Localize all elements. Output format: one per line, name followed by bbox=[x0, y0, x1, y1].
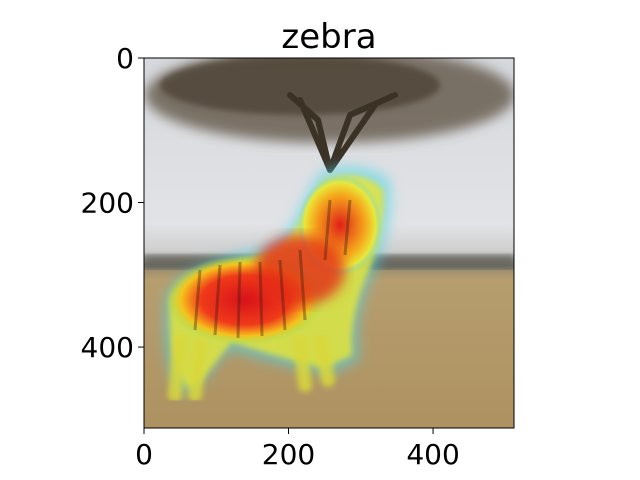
y-axis: 0 200 400 bbox=[81, 42, 144, 364]
heatmap-overlay bbox=[163, 165, 392, 402]
x-tick-label: 0 bbox=[135, 438, 153, 471]
x-tick-label: 200 bbox=[262, 438, 315, 471]
plot-frame bbox=[143, 57, 515, 429]
y-tick-label: 400 bbox=[81, 331, 134, 364]
x-axis: 0 200 400 bbox=[135, 428, 460, 471]
y-tick-label: 0 bbox=[116, 42, 134, 75]
x-tick-label: 400 bbox=[406, 438, 459, 471]
chart-title: zebra bbox=[281, 17, 376, 57]
y-tick-label: 200 bbox=[81, 187, 134, 220]
